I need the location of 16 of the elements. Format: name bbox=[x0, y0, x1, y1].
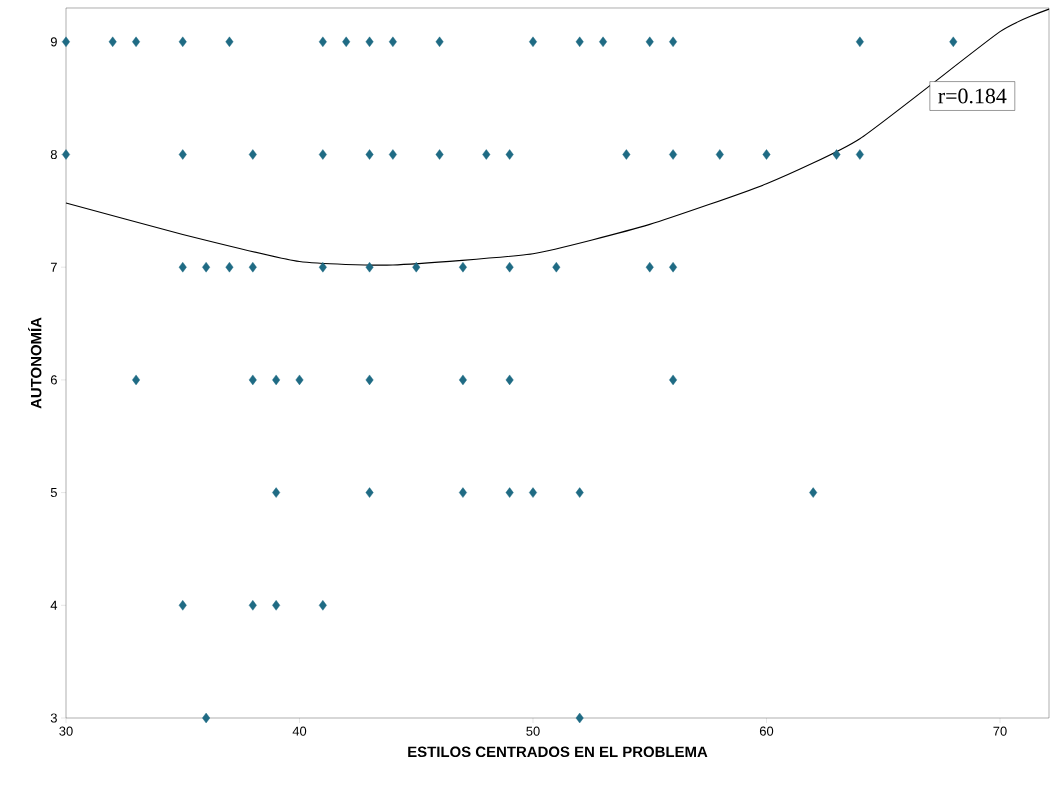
y-tick-label: 8 bbox=[50, 149, 57, 160]
line-series bbox=[65, 8, 1050, 266]
y-axis-title: AUTONOMÍA bbox=[28, 317, 42, 409]
x-tick-label: 30 bbox=[59, 726, 73, 736]
y-tick-label: 9 bbox=[50, 37, 57, 47]
annotation: r=0.184 bbox=[938, 88, 1007, 104]
y-tick-label: 5 bbox=[50, 488, 57, 498]
y-tick-label: 4 bbox=[50, 600, 58, 610]
x-tick-label: 40 bbox=[292, 726, 307, 736]
x-tick-label: 60 bbox=[759, 726, 774, 736]
y-tick-label: 7 bbox=[50, 262, 57, 272]
x-axis-title: ESTILOS CENTRADOS EN EL PROBLEMA bbox=[408, 746, 708, 758]
y-tick-label: 6 bbox=[50, 375, 57, 385]
y-tick-label: 3 bbox=[50, 713, 57, 723]
x-tick-label: 50 bbox=[526, 726, 540, 736]
x-tick-label: 70 bbox=[993, 726, 1007, 736]
